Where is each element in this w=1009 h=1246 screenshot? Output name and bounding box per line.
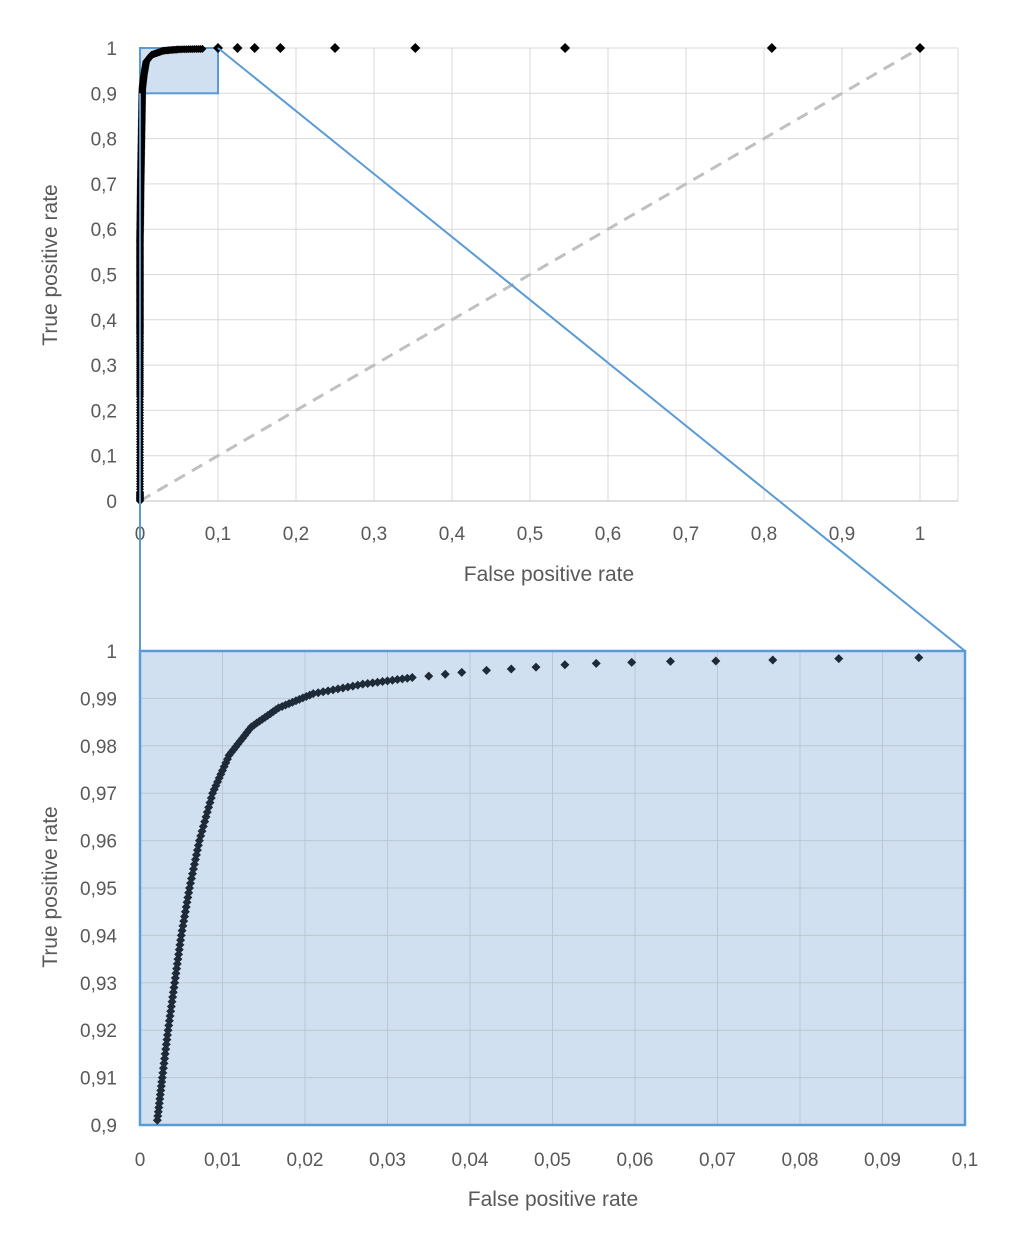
roc-zoom-grid [140,651,965,1125]
roc-full-grid [139,47,959,502]
roc-full-y-tick-label: 1 [106,39,117,60]
reference-diagonal [139,46,921,503]
roc-zoom-x-tick-label: 0,02 [287,1150,324,1171]
roc-zoom-y-ticks: 0,9 0,91 0,92 0,93 0,94 0,95 0,96 0,97 0,98 0,99 1 [80,642,117,1137]
roc-zoom-x-axis-title: False positive rate [468,1188,638,1211]
roc-zoom-y-tick-label: 0,91 [80,1069,117,1090]
roc-zoom-y-tick-label: 1 [106,642,117,663]
roc-full-x-tick-label: 0,3 [361,524,387,545]
roc-full-y-axis-title: True positive rate [39,184,62,345]
roc-zoom-data-point [440,669,450,679]
roc-zoom-x-tick-label: 0,09 [864,1150,901,1171]
roc-zoom-data-point [560,660,570,670]
roc-full-data-point [766,43,777,53]
roc-full-y-tick-label: 0,8 [91,130,117,151]
roc-zoom-y-tick-label: 0,92 [80,1021,117,1042]
roc-full-y-tick-label: 0,4 [91,311,118,332]
roc-zoom-data-point [424,671,434,681]
roc-zoom-y-tick-label: 0,96 [80,832,117,853]
roc-zoom-x-tick-label: 0,06 [617,1150,654,1171]
roc-zoom-y-tick-label: 0,95 [80,879,117,900]
roc-full-x-tick-label: 1 [915,524,926,545]
roc-zoom-data-point [711,656,721,666]
roc-full-y-ticks: 0 0,1 0,2 0,3 0,4 0,5 0,6 0,7 0,8 0,9 1 [91,39,118,513]
roc-zoom-y-axis-title: True positive rate [39,806,62,967]
zoom-connector-right [217,47,966,652]
roc-zoom-data-point [407,673,417,683]
roc-full-y-tick-label: 0,5 [91,266,117,287]
roc-full-data-point [249,43,260,53]
roc-zoom-x-tick-label: 0,03 [369,1150,406,1171]
roc-zoom-x-tick-label: 0,01 [204,1150,241,1171]
roc-zoom-data-point [506,664,516,674]
roc-zoom-y-tick-label: 0,99 [80,689,117,710]
roc-zoom-x-ticks: 0 0,01 0,02 0,03 0,04 0,05 0,06 0,07 0,08 0,09 0,1 [135,1150,979,1171]
roc-zoom-x-tick-label: 0 [135,1150,146,1171]
roc-full-x-tick-label: 0,8 [751,524,777,545]
roc-full-y-tick-label: 0,2 [91,401,117,422]
roc-full-y-tick-label: 0,9 [91,84,117,105]
roc-full-x-axis-title: False positive rate [464,563,634,586]
roc-zoom-chart: 0 0,01 0,02 0,03 0,04 0,05 0,06 0,07 0,08 0,09 0,1… [39,642,978,1211]
roc-full-chart: 0 0,1 0,2 0,3 0,4 0,5 0,6 0,7 0,8 0,9 1 0 0,1 0,2 0,3… [39,39,959,586]
roc-zoom-data-point [914,653,924,663]
roc-zoom-plot-border [138,649,967,1127]
roc-zoom-y-tick-label: 0,93 [80,974,117,995]
roc-zoom-data-point [768,655,778,665]
roc-zoom-data-point [457,667,467,677]
roc-full-data-point [330,43,340,53]
roc-zoom-data-point [531,662,541,672]
roc-zoom-y-tick-label: 0,97 [80,784,117,805]
roc-full-reference-line [139,46,921,503]
roc-full-data-point [915,43,925,53]
roc-full-x-tick-label: 0,2 [283,524,309,545]
roc-zoom-x-tick-label: 0,07 [699,1150,736,1171]
roc-full-x-tick-label: 0,6 [595,524,621,545]
roc-full-x-tick-label: 0,1 [205,524,231,545]
roc-full-y-tick-label: 0,1 [91,447,117,468]
roc-full-y-tick-label: 0,7 [91,175,117,196]
roc-zoom-data-point [665,656,675,666]
roc-full-data-point [410,43,421,53]
roc-full-curve-point [198,44,207,53]
roc-zoom-y-tick-label: 0,98 [80,737,117,758]
roc-full-y-tick-label: 0,3 [91,356,117,377]
roc-full-x-tick-label: 0,5 [517,524,543,545]
roc-zoom-points [152,653,924,1125]
roc-zoom-data-point [627,657,637,667]
roc-full-y-tick-label: 0,6 [91,220,117,241]
roc-zoom-x-tick-label: 0,08 [782,1150,819,1171]
roc-full-x-tick-label: 0,7 [673,524,699,545]
roc-full-data-point [232,43,243,53]
roc-zoom-x-tick-label: 0,1 [952,1150,978,1171]
roc-zoom-x-tick-label: 0,05 [534,1150,571,1171]
roc-full-x-ticks: 00,10,20,30,40,50,60,70,80,91 [135,524,926,545]
roc-full-x-tick-label: 0,4 [439,524,466,545]
roc-full-data-point [560,43,571,53]
roc-zoom-data-point [482,665,491,675]
roc-zoom-y-tick-label: 0,9 [91,1116,117,1137]
roc-zoom-data-point [591,658,601,668]
roc-full-data-point [275,43,286,53]
roc-full-y-tick-label: 0 [106,492,117,513]
roc-zoom-data-point [834,654,844,664]
zoom-connector-lines [139,47,966,652]
roc-zoom-x-tick-label: 0,04 [452,1150,489,1171]
roc-zoom-y-tick-label: 0,94 [80,926,117,947]
roc-full-x-tick-label: 0,9 [829,524,855,545]
